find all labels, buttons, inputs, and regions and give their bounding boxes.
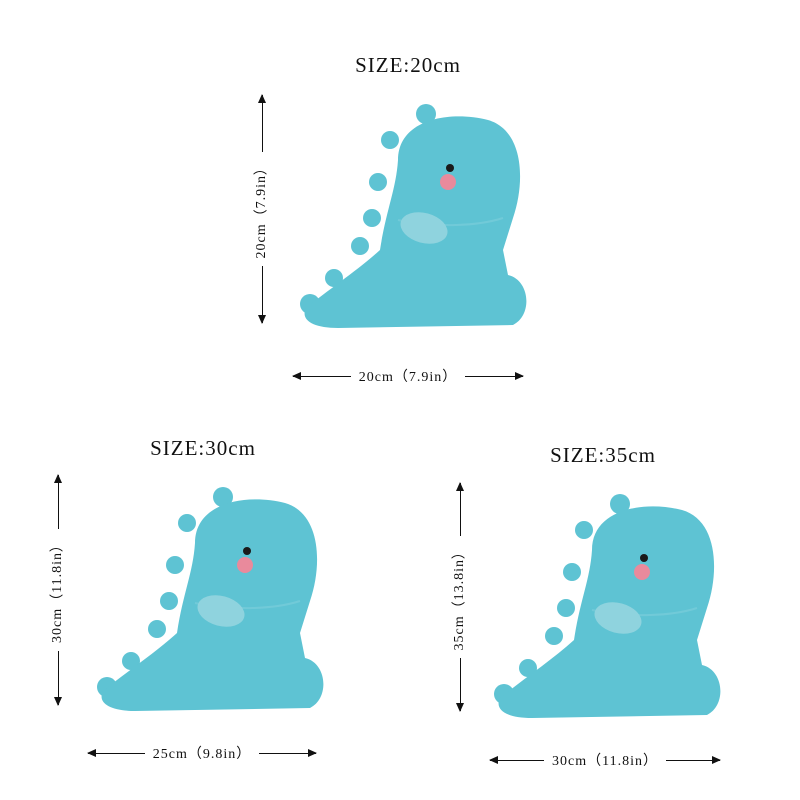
- height-label: 20cm（7.9in）: [254, 159, 269, 259]
- height-dimension-arrow: 20cm（7.9in）: [254, 94, 270, 324]
- width-dimension-arrow: 30cm（11.8in）: [488, 752, 722, 769]
- dinosaur-plush-image: [492, 490, 724, 722]
- width-label: 25cm（9.8in）: [152, 747, 252, 762]
- size-title: SIZE:30cm: [150, 436, 256, 460]
- size-title: SIZE:35cm: [550, 443, 656, 467]
- width-label: 20cm（7.9in）: [358, 370, 458, 385]
- dinosaur-plush-image: [298, 100, 530, 332]
- height-dimension-arrow: 35cm（13.8in）: [452, 482, 468, 712]
- width-label: 30cm（11.8in）: [552, 754, 658, 769]
- width-dimension-arrow: 20cm（7.9in）: [292, 368, 524, 385]
- height-label: 35cm（13.8in）: [452, 543, 467, 651]
- size-title: SIZE:20cm: [355, 53, 461, 77]
- width-dimension-arrow: 25cm（9.8in）: [87, 745, 317, 762]
- dinosaur-plush-image: [95, 483, 327, 715]
- height-dimension-arrow: 30cm（11.8in）: [50, 473, 66, 707]
- height-label: 30cm（11.8in）: [50, 537, 65, 643]
